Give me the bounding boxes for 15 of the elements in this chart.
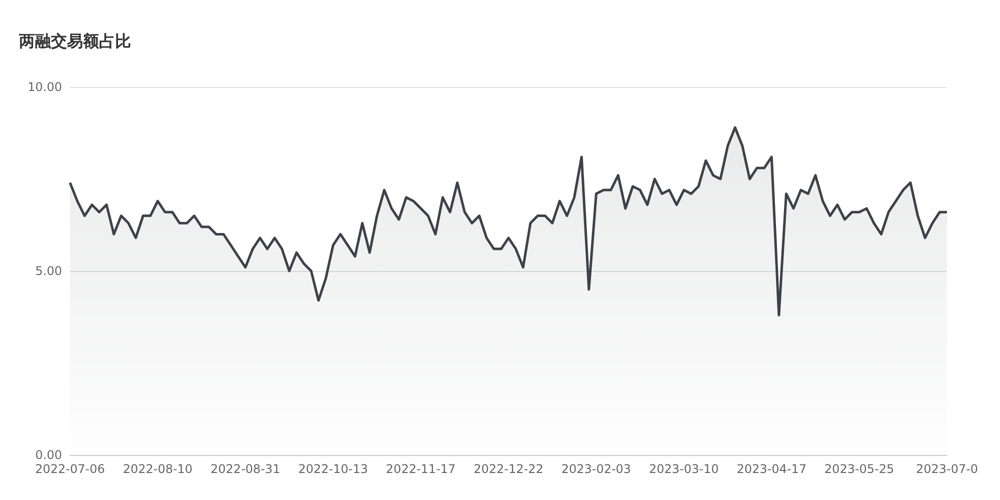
x-tick-label: 2023-07-0 <box>916 462 978 476</box>
x-tick-label: 2023-05-25 <box>824 462 894 476</box>
x-tick-label: 2022-08-10 <box>122 462 193 476</box>
x-tick-label: 2022-10-13 <box>298 462 368 476</box>
x-tick-label: 2022-07-06 <box>35 462 105 476</box>
x-tick-label: 2023-04-17 <box>736 462 806 476</box>
y-tick-label: 0.00 <box>35 448 62 462</box>
y-tick-label: 5.00 <box>35 264 62 278</box>
x-tick-label: 2022-08-31 <box>210 462 280 476</box>
y-tick-label: 10.00 <box>28 80 62 94</box>
x-tick-label: 2023-03-10 <box>649 462 719 476</box>
chart-title: 两融交易额占比 <box>18 32 131 50</box>
x-tick-label: 2022-12-22 <box>474 462 544 476</box>
x-tick-label: 2022-11-17 <box>386 462 456 476</box>
x-tick-label: 2023-02-03 <box>561 462 632 476</box>
